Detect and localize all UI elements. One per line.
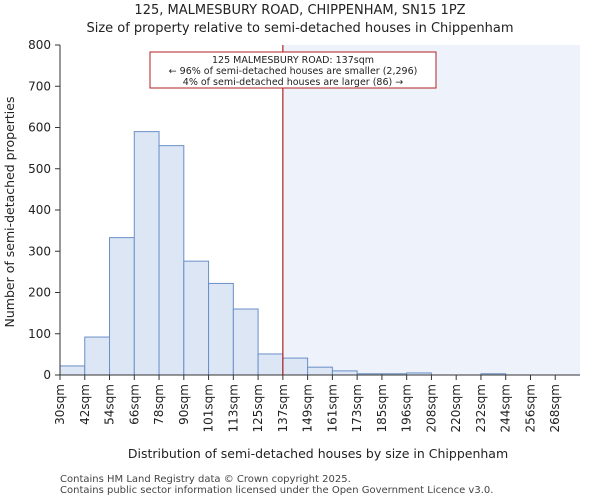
y-tick-label: 800: [28, 38, 51, 52]
x-tick-label: 125sqm: [251, 384, 265, 432]
annotation-box: 125 MALMESBURY ROAD: 137sqm ← 96% of sem…: [149, 51, 437, 89]
bar-125sqm: [257, 353, 284, 376]
x-tick-label: 232sqm: [474, 384, 488, 432]
bar-90sqm: [183, 260, 210, 376]
y-tick-label: 0: [43, 368, 51, 382]
bar-78sqm: [158, 145, 185, 376]
x-tick-label: 208sqm: [424, 384, 438, 432]
x-tick-label: 196sqm: [400, 384, 414, 432]
y-tick-label: 200: [28, 286, 51, 300]
x-tick-label: 185sqm: [375, 384, 389, 432]
x-tick-label: 256sqm: [523, 384, 537, 432]
y-axis: 0 100 200 300 400 500 600 700 800: [28, 38, 61, 382]
x-tick-label: 101sqm: [202, 384, 216, 432]
x-tick-label: 54sqm: [103, 384, 117, 425]
x-tick-label: 90sqm: [177, 384, 191, 425]
x-tick-label: 161sqm: [325, 384, 339, 432]
x-tick-label: 220sqm: [449, 384, 463, 432]
x-tick-label: 42sqm: [78, 384, 92, 425]
bar-54sqm: [109, 237, 135, 376]
annotation-line-3: 4% of semi-detached houses are larger (8…: [183, 77, 403, 88]
y-tick-label: 300: [28, 244, 51, 258]
bars-group: [59, 131, 507, 376]
bar-113sqm: [232, 308, 259, 376]
x-tick-label: 137sqm: [276, 384, 290, 432]
y-axis-label: Number of semi-detached properties: [2, 97, 17, 328]
bar-42sqm: [84, 336, 111, 376]
y-tick-label: 100: [28, 327, 51, 341]
x-tick-label: 66sqm: [127, 384, 141, 425]
x-tick-label: 173sqm: [350, 384, 364, 432]
x-tick-label: 149sqm: [301, 384, 315, 432]
bar-101sqm: [208, 282, 234, 376]
x-tick-label: 113sqm: [226, 384, 240, 432]
bar-161sqm: [331, 370, 358, 376]
x-tick-label: 268sqm: [548, 384, 562, 432]
bar-30sqm: [59, 365, 86, 376]
y-tick-label: 400: [28, 203, 51, 217]
chart-subtitle: Size of property relative to semi-detach…: [86, 21, 513, 36]
x-tick-label: 30sqm: [53, 384, 67, 425]
bar-137sqm: [282, 357, 309, 376]
y-tick-label: 500: [28, 162, 51, 176]
bar-149sqm: [307, 366, 333, 376]
annotation-frame: [149, 51, 437, 89]
x-tick-label: 244sqm: [499, 384, 513, 432]
chart-title: 125, MALMESBURY ROAD, CHIPPENHAM, SN15 1…: [134, 3, 465, 18]
x-tick-label: 78sqm: [152, 384, 166, 425]
x-axis: 30sqm 42sqm 54sqm 66sqm 78sqm 90sqm 101sqm 113s…: [53, 374, 580, 432]
annotation-line-1: 125 MALMESBURY ROAD: 137sqm: [212, 55, 374, 66]
annotation-line-2: ← 96% of semi-detached houses are smalle…: [169, 66, 418, 77]
y-tick-label: 700: [28, 79, 51, 93]
y-tick-label: 600: [28, 121, 51, 135]
footer-line-1: Contains HM Land Registry data © Crown c…: [60, 474, 351, 485]
bar-66sqm: [133, 131, 160, 376]
footer-line-2: Contains public sector information licen…: [60, 485, 494, 496]
larger-properties-region: [282, 45, 580, 375]
x-axis-label: Distribution of semi-detached houses by …: [128, 446, 508, 461]
